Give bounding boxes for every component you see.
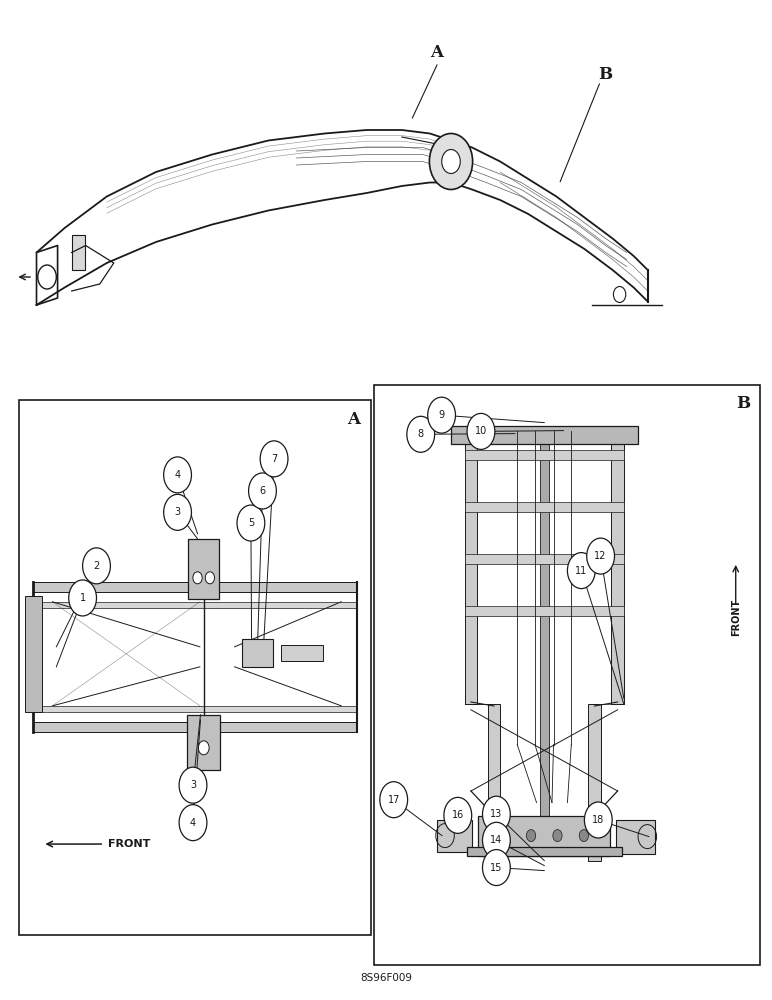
Text: 10: 10 — [475, 426, 487, 436]
Text: 7: 7 — [271, 454, 277, 464]
Bar — [465, 554, 624, 564]
Text: A: A — [431, 44, 443, 61]
Text: 3: 3 — [174, 507, 181, 517]
Circle shape — [407, 416, 435, 452]
Text: 9: 9 — [438, 410, 445, 420]
Circle shape — [527, 830, 536, 842]
Bar — [73, 235, 85, 270]
Text: 15: 15 — [490, 863, 503, 873]
Text: 14: 14 — [490, 835, 503, 845]
Text: 18: 18 — [592, 815, 604, 825]
Circle shape — [429, 133, 472, 190]
Text: FRONT: FRONT — [108, 839, 151, 849]
Bar — [437, 820, 472, 852]
Circle shape — [205, 572, 215, 584]
Bar — [451, 426, 638, 444]
Bar — [33, 602, 357, 608]
Bar — [466, 847, 622, 856]
Circle shape — [380, 782, 408, 818]
Bar — [611, 426, 624, 704]
Text: A: A — [347, 411, 360, 428]
Bar — [465, 606, 624, 616]
Bar — [33, 582, 357, 592]
Bar — [242, 639, 273, 667]
Text: 4: 4 — [190, 818, 196, 828]
Circle shape — [164, 457, 191, 493]
Bar — [33, 722, 357, 732]
Bar — [281, 645, 323, 661]
Circle shape — [500, 830, 510, 842]
Circle shape — [444, 797, 472, 833]
Bar — [25, 596, 42, 712]
Bar — [465, 450, 624, 460]
Circle shape — [482, 850, 510, 886]
Bar — [478, 816, 611, 856]
Text: 4: 4 — [174, 470, 181, 480]
Text: B: B — [598, 66, 613, 83]
Circle shape — [69, 580, 96, 616]
Circle shape — [567, 553, 595, 589]
Bar — [540, 426, 549, 851]
Circle shape — [579, 830, 588, 842]
Text: FRONT: FRONT — [731, 598, 740, 636]
Circle shape — [249, 473, 276, 509]
Bar — [465, 426, 477, 704]
Circle shape — [553, 830, 562, 842]
Bar — [465, 502, 624, 512]
Text: 2: 2 — [93, 561, 100, 571]
Bar — [588, 704, 601, 861]
Text: 12: 12 — [594, 551, 607, 561]
Circle shape — [482, 822, 510, 858]
Bar — [33, 706, 357, 712]
Text: 8S96F009: 8S96F009 — [360, 973, 412, 983]
Text: B: B — [736, 394, 750, 412]
Circle shape — [198, 741, 209, 755]
Text: 13: 13 — [490, 809, 503, 819]
Text: 6: 6 — [259, 486, 266, 496]
Bar — [188, 715, 220, 770]
Circle shape — [587, 538, 615, 574]
Text: 1: 1 — [80, 593, 86, 603]
Circle shape — [237, 505, 265, 541]
Circle shape — [179, 805, 207, 841]
Text: 3: 3 — [190, 780, 196, 790]
Text: 17: 17 — [388, 795, 400, 805]
Circle shape — [442, 149, 460, 174]
Circle shape — [584, 802, 612, 838]
Text: 16: 16 — [452, 810, 464, 820]
Circle shape — [179, 767, 207, 803]
Circle shape — [482, 796, 510, 832]
Bar — [188, 539, 219, 599]
Text: 11: 11 — [575, 566, 587, 576]
Circle shape — [193, 572, 202, 584]
Bar — [374, 385, 760, 965]
Circle shape — [164, 494, 191, 530]
Bar — [617, 820, 655, 854]
Text: 8: 8 — [418, 429, 424, 439]
Circle shape — [83, 548, 110, 584]
Bar — [488, 704, 500, 861]
Bar — [19, 400, 371, 935]
Circle shape — [467, 413, 495, 449]
Text: 5: 5 — [248, 518, 254, 528]
Circle shape — [428, 397, 455, 433]
Circle shape — [260, 441, 288, 477]
